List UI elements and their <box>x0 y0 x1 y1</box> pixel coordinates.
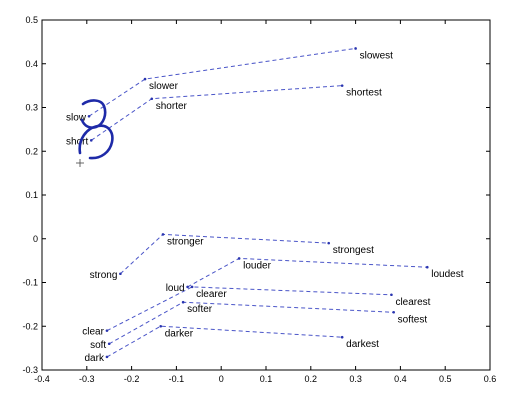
point-dark <box>105 355 109 359</box>
label-strongest: strongest <box>333 245 374 256</box>
label-shortest: shortest <box>346 88 382 99</box>
x-tick-label: -0.2 <box>124 374 140 384</box>
word-labels: slow slower slowest short shorter shortest str… <box>66 50 464 363</box>
point-short <box>89 139 93 142</box>
x-tick-label: 0.4 <box>394 374 407 384</box>
point-clearer <box>190 285 194 289</box>
y-tick-label: -0.2 <box>22 321 38 331</box>
word-line-loud <box>187 257 428 288</box>
word-line-short <box>91 85 343 141</box>
point-strong <box>119 272 122 276</box>
x-tick-label: 0.5 <box>439 374 452 384</box>
x-tick-label: 0 <box>219 374 224 384</box>
point-darker <box>159 324 163 328</box>
x-tick-label: -0.3 <box>79 374 95 384</box>
label-clear: clear <box>82 327 104 338</box>
point-slower <box>143 77 147 81</box>
label-darker: darker <box>165 328 194 339</box>
axis-ticks: -0.4 -0.3 -0.2 -0.1 0 0.1 0.2 0.3 0.4 0.5 0.6-0.3-… <box>22 15 496 384</box>
word-line-clear <box>106 286 392 332</box>
x-tick-label: -0.4 <box>34 374 50 384</box>
label-slow: slow <box>66 112 87 123</box>
label-short: short <box>66 136 88 147</box>
label-softer: softer <box>187 304 213 315</box>
point-soft <box>107 342 111 346</box>
y-tick-label: 0 <box>33 234 38 244</box>
point-slowest <box>354 47 357 50</box>
word-points <box>87 47 429 359</box>
x-tick-label: 0.6 <box>484 374 497 384</box>
point-clear <box>105 329 109 332</box>
mouse-cursor <box>76 159 84 167</box>
label-strong: strong <box>90 270 118 281</box>
point-clearest <box>390 293 393 297</box>
y-tick-label: 0.2 <box>25 146 38 156</box>
pen-circle-slow <box>80 99 107 129</box>
point-softer <box>181 300 185 304</box>
word-line-strong <box>120 233 329 275</box>
point-shortest <box>340 84 344 87</box>
word-line-soft <box>108 301 394 345</box>
label-softest: softest <box>398 314 428 325</box>
pen-circle-short <box>78 124 114 160</box>
label-slowest: slowest <box>360 50 394 61</box>
label-clearer: clearer <box>196 289 227 300</box>
point-darkest <box>340 335 344 339</box>
point-loud <box>186 285 189 289</box>
label-loud: loud <box>166 283 185 294</box>
word-line-slow <box>88 47 356 117</box>
y-tick-label: 0.1 <box>25 190 38 200</box>
y-tick-label: 0.4 <box>25 59 38 69</box>
label-clearest: clearest <box>395 297 430 308</box>
point-loudest <box>425 265 429 269</box>
point-shorter <box>150 97 154 101</box>
x-tick-label: 0.1 <box>260 374 273 384</box>
label-stronger: stronger <box>167 236 204 247</box>
point-slow <box>87 114 91 118</box>
y-tick-label: -0.1 <box>22 278 38 288</box>
x-tick-label: -0.1 <box>169 374 185 384</box>
point-strongest <box>327 241 331 245</box>
point-louder <box>237 257 241 260</box>
point-stronger <box>161 233 165 236</box>
label-darkest: darkest <box>346 339 379 350</box>
label-dark: dark <box>85 353 105 364</box>
label-soft: soft <box>90 340 106 351</box>
x-tick-label: 0.3 <box>349 374 362 384</box>
y-tick-label: -0.3 <box>22 365 38 375</box>
label-shorter: shorter <box>156 101 188 112</box>
y-tick-label: 0.5 <box>25 15 38 25</box>
y-tick-label: 0.3 <box>25 103 38 113</box>
word-line-dark <box>106 325 343 358</box>
label-louder: louder <box>243 260 271 271</box>
point-softest <box>392 310 395 314</box>
pen-annotations <box>78 99 114 160</box>
label-loudest: loudest <box>431 269 463 280</box>
label-slower: slower <box>149 81 179 92</box>
x-tick-label: 0.2 <box>305 374 318 384</box>
